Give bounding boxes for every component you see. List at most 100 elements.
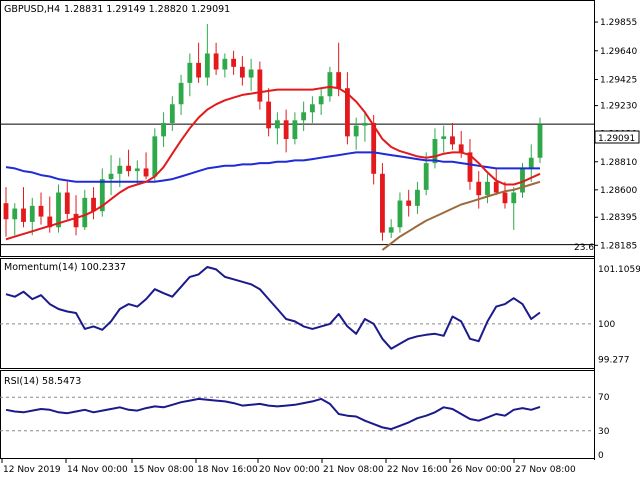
price-tick-label: 1.29855 [600,18,637,28]
candle-body-bull [511,192,517,204]
candle-body-bear [336,72,342,89]
candle-body-bear [126,165,131,172]
candle-body-bull [423,163,429,190]
candle-body-bear [345,88,350,137]
candle-body-bull [327,72,333,97]
rsi-tick-label: 0 [598,451,604,461]
momentum-tick-label: 100 [598,320,615,330]
candle-body-bull [29,205,35,222]
candle-body-bull [362,122,368,126]
candle-body-bear [493,181,499,193]
time-tick-label: 22 Nov 16:00 [387,465,448,475]
candle-body-bull [485,181,490,196]
last-price-label: 1.29091 [598,134,635,144]
price-tick-label: 1.28810 [600,158,637,168]
candle-body-bull [248,69,254,78]
candle-body-bear [371,122,377,174]
candle-body-bull [187,62,193,83]
candle-body-bull [415,189,420,206]
price-series-layer [0,24,594,251]
candle-body-bull [318,96,324,105]
rsi-title: RSI(14) 58.5473 [4,376,81,387]
sma-brown-line [381,180,541,251]
candle-body-bull [537,124,543,158]
rsi-line [5,397,541,431]
price-title: GBPUSD,H4 [4,4,60,15]
candle-body-bull [353,125,359,137]
candle-body-bull [99,179,105,212]
momentum-line [5,266,541,350]
candle-body-bear [380,173,385,233]
candle-body-bull [222,58,228,70]
candle-body-bull [178,82,184,105]
candle-body-bear [458,144,464,153]
candle-body-bear [231,58,237,67]
candle-body-bull [301,112,307,121]
candle-body-bull [397,200,403,228]
rsi-tick-label: 70 [598,393,610,403]
fib-label: 23.6 [574,243,594,253]
price-panel [0,0,595,257]
candle-body-bull [292,120,298,140]
candle-body-bull [117,165,123,174]
momentum-tick-label: 99.277 [598,356,630,366]
candle-body-bull [152,136,158,177]
candle-body-bear [38,205,44,217]
candle-body-bull [520,168,525,193]
candle-body-bear [3,203,9,220]
candle-body-bear [73,213,79,228]
momentum-panel [0,258,595,369]
candle-body-bear [467,152,473,182]
candle-body-bull [388,227,394,233]
time-tick-label: 20 Nov 00:00 [259,465,320,475]
price-tick-label: 1.29425 [600,76,637,86]
price-tick-label: 1.28395 [600,213,637,223]
candle-body-bear [91,197,96,212]
candle-body-bull [528,157,534,169]
candle-body-bull [56,192,61,228]
candle-body-bear [143,168,149,177]
rsi-tick-label: 30 [598,427,610,437]
candle-body-bear [257,69,263,102]
candle-body-bull [108,173,114,180]
candle-body-bull [432,139,438,164]
candle-body-bull [82,197,88,228]
candle-body-bull [274,120,280,129]
last-price-box [594,130,640,144]
candle-body-bull [12,208,18,220]
candle-body-bull [169,104,175,123]
time-tick-label: 12 Nov 2019 [3,465,61,475]
candle-body-bear [47,216,53,228]
momentum-title: Momentum(14) 100.2337 [4,262,126,273]
candle-body-bull [204,53,210,78]
candle-body-bear [239,66,245,78]
rsi-series-layer [0,396,594,432]
time-tick-label: 14 Nov 00:00 [67,465,128,475]
candle-body-bull [161,122,166,137]
candle-body-bull [134,168,140,172]
time-tick-label: 18 Nov 16:00 [197,465,258,475]
candle-body-bear [21,208,26,222]
sma-blue-line [5,151,540,183]
candle-body-bear [406,200,412,206]
candle-body-bear [502,192,508,204]
price-tick-label: 1.28185 [600,241,637,251]
candle-body-bear [476,181,482,196]
price-tick-label: 1.28600 [600,186,637,196]
time-tick-label: 15 Nov 08:00 [133,465,194,475]
time-tick-label: 27 Nov 08:00 [515,465,576,475]
candle-body-bear [266,101,272,129]
price-tick-label: 1.29230 [600,102,637,112]
candle-body-bear [213,53,219,70]
candle-body-bear [196,62,201,78]
ohlc-readout: 1.28831 1.29149 1.28820 1.29091 [64,4,230,15]
time-tick-label: 26 Nov 00:00 [451,465,512,475]
time-tick-label: 21 Nov 08:00 [323,465,384,475]
candle-body-bear [450,136,455,145]
price-tick-label: 1.29640 [600,47,637,57]
candle-body-bear [64,192,70,214]
candle-body-bull [441,136,447,140]
candle-body-bear [283,120,289,140]
sma-red-line [5,85,541,241]
